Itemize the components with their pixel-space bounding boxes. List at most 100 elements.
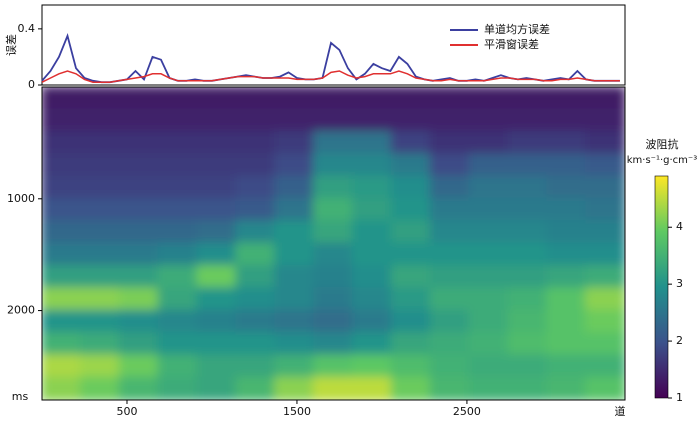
heat-cell (546, 331, 588, 357)
series-line (41, 70, 620, 83)
heat-cell (196, 376, 238, 400)
heat-cell (118, 287, 160, 312)
heat-cell (42, 153, 82, 178)
heat-cell (546, 376, 588, 400)
heat-cell (79, 87, 121, 111)
heat-cell (429, 287, 471, 312)
heat-cell (585, 264, 625, 290)
heat-cell (42, 242, 82, 267)
heat-cell (274, 130, 316, 156)
heat-cell (351, 287, 393, 312)
y-tick-label: 0 (28, 78, 35, 91)
heat-cell (313, 242, 354, 267)
heat-cell (546, 108, 588, 133)
heat-cell (390, 376, 432, 400)
heat-cell (157, 331, 199, 357)
heat-cell (313, 197, 354, 223)
x-tick-label: 1500 (283, 405, 311, 418)
heat-cell (79, 175, 121, 200)
heat-cell (507, 197, 549, 223)
heat-cell (507, 175, 549, 200)
heat-cell (157, 108, 199, 133)
heat-cell (468, 354, 510, 379)
heat-cell (235, 108, 277, 133)
heat-cell (390, 197, 432, 223)
heat-cell (313, 108, 354, 133)
heat-cell (429, 130, 471, 156)
heat-cell (429, 197, 471, 223)
heat-cell (235, 220, 277, 245)
heat-cell (585, 153, 625, 178)
heat-cell (118, 331, 160, 357)
heat-cell (196, 242, 238, 267)
heat-cell (42, 108, 82, 133)
heat-cell (585, 287, 625, 312)
heat-cell (546, 175, 588, 200)
heat-cell (274, 197, 316, 223)
heat-cell (235, 87, 277, 111)
heat-cell (468, 331, 510, 357)
heat-cell (429, 331, 471, 357)
heat-cell (235, 175, 277, 200)
heat-cell (468, 376, 510, 400)
heat-cell (157, 175, 199, 200)
heat-cell (196, 220, 238, 245)
heat-cell (118, 197, 160, 223)
heat-cell (429, 220, 471, 245)
heat-cell (196, 331, 238, 357)
heat-cell (157, 130, 199, 156)
heat-cell (118, 220, 160, 245)
heat-cell (507, 242, 549, 267)
legend-label: 单道均方误差 (484, 22, 550, 36)
heat-cell (546, 242, 588, 267)
heat-cell (274, 220, 316, 245)
heat-cell (468, 108, 510, 133)
heat-cell (468, 130, 510, 156)
heat-cell (157, 287, 199, 312)
heat-cell (507, 331, 549, 357)
heat-cell (235, 153, 277, 178)
heat-cell (390, 108, 432, 133)
heat-cell (196, 197, 238, 223)
heat-cell (313, 264, 354, 290)
heat-cell (79, 287, 121, 312)
plot-frame (41, 4, 626, 86)
heat-cell (351, 175, 393, 200)
heat-cell (235, 264, 277, 290)
heat-cell (429, 309, 471, 334)
heat-cell (390, 175, 432, 200)
heat-cell (507, 130, 549, 156)
heat-cell (351, 331, 393, 357)
heat-cell (196, 354, 238, 379)
heat-cell (429, 264, 471, 290)
heat-cell (118, 87, 160, 111)
colorbar-title: 波阻抗 (646, 137, 679, 151)
colorbar-tick-label: 1 (676, 391, 683, 404)
heat-cell (274, 331, 316, 357)
y-tick-label: 0.4 (18, 22, 36, 35)
heat-cell (585, 354, 625, 379)
heat-cell (313, 220, 354, 245)
heat-cell (585, 108, 625, 133)
heat-cell (274, 287, 316, 312)
heat-cell (313, 175, 354, 200)
heat-cell (79, 130, 121, 156)
heat-cell (118, 309, 160, 334)
y-tick-label: 2000 (7, 304, 35, 317)
heat-cell (468, 309, 510, 334)
heat-cell (351, 130, 393, 156)
heat-cell (546, 309, 588, 334)
heat-cell (235, 287, 277, 312)
heat-cell (196, 108, 238, 133)
heat-cell (468, 287, 510, 312)
heat-cell (79, 108, 121, 133)
heat-cell (390, 242, 432, 267)
heat-cell (118, 264, 160, 290)
heat-cell (79, 242, 121, 267)
heat-cell (507, 108, 549, 133)
heat-cell (79, 376, 121, 400)
heat-cell (390, 264, 432, 290)
heat-cell (42, 220, 82, 245)
heat-cell (118, 175, 160, 200)
